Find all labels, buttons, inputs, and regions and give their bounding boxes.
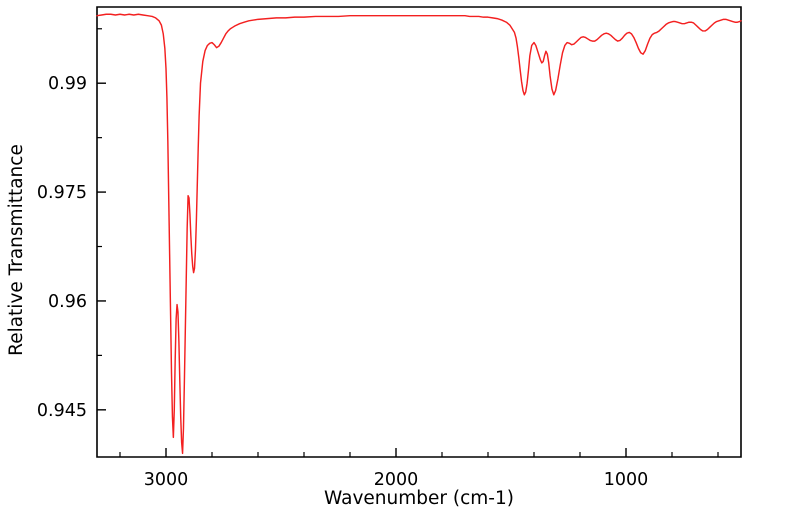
y-axis-ticks (97, 28, 106, 411)
y-tick-label: 0.99 (48, 74, 87, 94)
y-tick-label: 0.96 (48, 292, 87, 312)
y-axis-label: Relative Transmittance (6, 144, 27, 356)
y-axis-tick-labels: 0.99 0.975 0.96 0.945 (37, 74, 87, 421)
y-tick-label: 0.975 (37, 183, 87, 203)
y-tick-label: 0.945 (37, 401, 87, 421)
x-axis-tick-labels: 3000 2000 1000 (144, 470, 649, 490)
spectrum-line-ir (96, 13, 742, 455)
x-tick-label: 3000 (144, 470, 189, 490)
x-axis-label: Wavenumber (cm-1) (324, 488, 514, 509)
axes-frame (96, 6, 742, 458)
x-tick-label: 2000 (374, 470, 419, 490)
x-axis-ticks (119, 448, 719, 457)
data-series-group (96, 13, 742, 455)
x-tick-label: 1000 (604, 470, 649, 490)
axes-spines (96, 6, 742, 458)
